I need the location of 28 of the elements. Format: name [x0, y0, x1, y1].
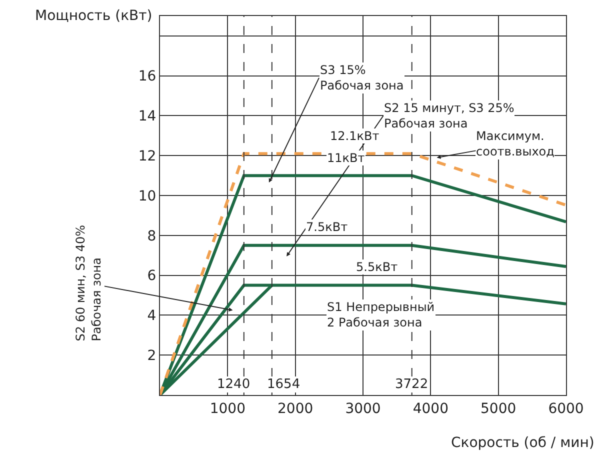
annotation: 7.5кВт	[306, 220, 348, 234]
x-tick-label: 1000	[210, 400, 246, 417]
x-tick-label: 2000	[278, 400, 314, 417]
x-tick-label: 5000	[480, 400, 516, 417]
x-tick-label: 4000	[412, 400, 448, 417]
annotation: 11кВт	[327, 151, 365, 165]
x-axis-title: Скорость (об / мин)	[451, 435, 594, 451]
annotation: 5.5кВт	[356, 260, 398, 274]
y-tick-label: 12	[138, 148, 156, 165]
y-tick-label: 8	[147, 228, 156, 244]
y-tick-label: 2	[147, 348, 156, 364]
y-tick-label: 6	[147, 268, 156, 284]
text: S2 60 мин, S3 40% Рабочая зона	[74, 225, 104, 342]
ref-line-label: 1240	[217, 377, 250, 392]
y-tick-label: 10	[138, 188, 156, 204]
ref-line-label: 1654	[267, 377, 300, 392]
annotation: S3 15% Рабочая зона	[320, 63, 404, 93]
annotation: 12.1кВт	[330, 129, 380, 143]
y-tick-label: 16	[138, 68, 156, 85]
y-tick-label: 14	[138, 108, 156, 125]
y-tick-label: 4	[147, 308, 156, 324]
annotation: Максимум. соотв.выход	[476, 129, 554, 159]
y-axis-title: Мощность (кВт)	[35, 8, 152, 24]
annotation: S2 15 минут, S3 25% Рабочая зона	[384, 101, 514, 131]
x-tick-label: 6000	[548, 400, 584, 417]
annotation: S1 Непрерывный 2 Рабочая зона	[327, 300, 435, 330]
x-tick-label: 3000	[345, 400, 381, 417]
ref-line-label: 3722	[395, 377, 428, 392]
